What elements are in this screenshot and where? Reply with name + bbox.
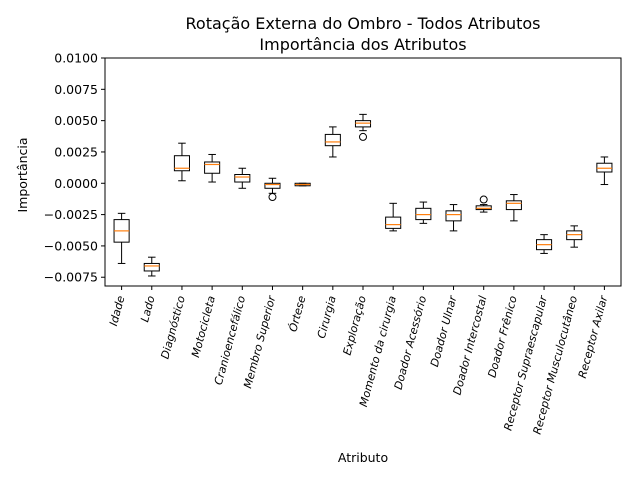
y-tick-label: −0.0050	[44, 238, 98, 253]
y-tick-label: 0.0000	[54, 176, 98, 191]
y-tick-label: 0.0050	[54, 113, 98, 128]
y-tick-label: −0.0075	[44, 270, 98, 285]
box-iqr	[264, 182, 281, 189]
box-9	[385, 202, 402, 232]
x-tick-label: Receptor Axilar	[576, 293, 611, 380]
x-axis: Idade Lado Diagnóstico MotocicletaCranioenc…	[107, 286, 611, 436]
plot-frame	[104, 57, 622, 287]
box-iqr	[505, 200, 522, 211]
x-tick-label: Cranioencefálico	[212, 294, 248, 386]
x-tick-label: Membro Superior	[241, 293, 279, 390]
box-0	[113, 212, 130, 264]
box-iqr	[385, 216, 402, 229]
box-12	[475, 195, 492, 213]
x-tick-label: Exploração	[341, 294, 369, 357]
outlier-point	[268, 193, 277, 202]
box-iqr	[324, 133, 341, 147]
box-15	[566, 225, 583, 248]
box-8	[354, 113, 372, 141]
x-tick-label: Órtese	[286, 294, 308, 333]
x-tick-label: Cirurgia	[315, 294, 339, 340]
x-axis-label: Atributo	[338, 450, 388, 465]
chart-title: Rotação Externa do Ombro - Todos Atribut…	[186, 14, 541, 33]
y-axis-label: Importância	[15, 137, 30, 212]
x-tick-label: Doador Ulnar	[428, 293, 460, 368]
box-iqr	[234, 174, 251, 183]
box-13	[505, 194, 522, 222]
x-tick-label: Lado	[138, 294, 158, 323]
x-tick-label: Idade	[107, 294, 128, 327]
y-axis: 0.0100 0.0075 0.0050 0.0025 0.0000 −0.0025 −0.…	[44, 51, 105, 285]
box-iqr	[445, 210, 462, 222]
box-1	[143, 256, 160, 277]
y-tick-label: 0.0025	[54, 144, 98, 159]
box-iqr	[566, 230, 583, 241]
box-11	[445, 204, 462, 232]
box-iqr	[143, 262, 160, 272]
box-3	[204, 153, 221, 183]
box-iqr	[173, 155, 190, 172]
chart-subtitle: Importância dos Atributos	[259, 35, 466, 54]
box-iqr	[596, 162, 613, 173]
box-16	[596, 156, 613, 186]
box-5	[264, 177, 281, 202]
box-iqr	[415, 207, 432, 221]
box-6	[294, 182, 311, 187]
x-tick-label: Doador Intercostal	[451, 294, 490, 396]
box-7	[324, 126, 341, 158]
y-tick-label: −0.0025	[44, 207, 98, 222]
x-tick-label: Doador Frênico	[485, 294, 519, 379]
box-2	[173, 142, 190, 182]
x-tick-label: Motocicleta	[189, 294, 218, 359]
y-tick-label: 0.0075	[54, 82, 98, 97]
outlier-point	[479, 195, 488, 204]
box-iqr	[204, 161, 221, 174]
x-tick-label: Doador Acessório	[392, 294, 430, 391]
outlier-point	[359, 132, 367, 141]
boxplot-series	[113, 113, 613, 277]
box-4	[234, 167, 251, 189]
box-10	[415, 201, 432, 224]
x-tick-label: Diagnóstico	[159, 294, 188, 360]
box-iqr	[354, 120, 372, 128]
y-tick-label: 0.0100	[54, 51, 98, 66]
box-iqr	[475, 205, 492, 211]
box-14	[536, 234, 553, 254]
